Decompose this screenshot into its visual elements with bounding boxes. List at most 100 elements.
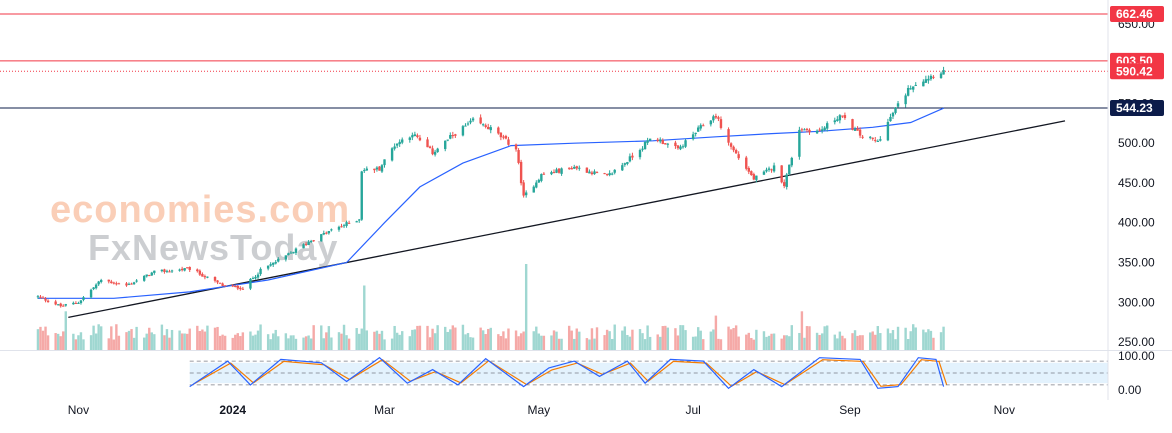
candle-body: [148, 275, 151, 277]
volume-bar: [153, 334, 156, 350]
candle-body: [213, 276, 217, 281]
volume-bar: [932, 337, 935, 350]
volume-bar: [413, 329, 417, 350]
volume-bar: [684, 330, 687, 350]
volume-bar: [517, 336, 520, 350]
volume-bar: [426, 325, 429, 350]
candle-body: [502, 136, 505, 138]
candle-body: [150, 272, 153, 276]
candle-body: [94, 284, 98, 289]
volume-bar: [507, 328, 510, 350]
candle-body: [752, 174, 756, 180]
candle-body: [259, 268, 262, 275]
candle-body: [160, 269, 164, 272]
volume-bar: [373, 331, 376, 350]
y-tick-label: 300.00: [1118, 295, 1155, 309]
candle-body: [631, 155, 634, 158]
volume-bar: [44, 326, 47, 350]
x-tick-label: Nov: [68, 403, 89, 417]
volume-bar: [292, 335, 295, 350]
volume-bar: [727, 326, 730, 350]
volume-bar: [408, 336, 412, 350]
candle-body: [702, 125, 705, 127]
watermark-economies: economies.com: [50, 189, 350, 231]
candle-body: [499, 132, 503, 138]
volume-bar: [274, 329, 277, 350]
y-tick-label: 400.00: [1118, 216, 1155, 230]
candle-body: [89, 289, 93, 298]
volume-bar: [110, 326, 113, 350]
volume-bar: [628, 336, 632, 350]
volume-bar: [550, 335, 553, 350]
price-level-lines[interactable]: [0, 13, 1108, 109]
candle-body: [469, 120, 472, 123]
candle-body: [145, 274, 148, 277]
volume-bar: [497, 334, 500, 350]
candle-body: [312, 240, 315, 242]
x-tick-label: 2024: [219, 403, 246, 417]
volume-bar: [613, 324, 616, 350]
candle-body: [593, 171, 596, 175]
ma-line: [37, 107, 944, 299]
candle-body: [785, 174, 788, 187]
volume-bar: [567, 325, 571, 350]
volume-bar: [691, 336, 695, 350]
stochastic-panel: [0, 350, 1172, 390]
candle-body: [666, 143, 670, 145]
candle-body: [254, 276, 257, 279]
volume-bar: [631, 329, 634, 350]
candle-body: [79, 300, 83, 304]
volume-bar: [206, 325, 209, 350]
volume-bar: [876, 326, 879, 350]
candle-body: [805, 128, 809, 131]
candle-body: [542, 173, 546, 175]
candle-body: [112, 282, 116, 284]
volume-bar: [595, 327, 599, 350]
candle-body: [471, 118, 475, 121]
volume-bar: [160, 324, 164, 350]
volume-bar: [165, 329, 169, 350]
volume-bar: [320, 325, 323, 350]
volume-bar: [914, 327, 917, 350]
volume-bar: [239, 336, 242, 350]
volume-bar: [330, 337, 333, 350]
candle-body: [408, 137, 412, 140]
volume-bar: [411, 329, 414, 350]
candle-body: [236, 285, 239, 289]
candle-body: [626, 162, 629, 164]
candle-body: [320, 234, 323, 242]
candle-body: [185, 267, 189, 269]
volume-bar: [820, 333, 824, 350]
volume-bar: [54, 333, 57, 350]
volume-bar: [307, 335, 310, 350]
candle-body: [436, 148, 439, 153]
volume-bar: [196, 325, 199, 350]
candle-body: [942, 70, 945, 75]
x-tick-label: Mar: [374, 403, 395, 417]
volume-bar: [74, 339, 78, 350]
candle-body: [363, 170, 366, 172]
volume-bar: [643, 339, 647, 350]
candle-body: [567, 167, 571, 169]
candle-body: [272, 262, 275, 265]
volume-bar: [325, 332, 328, 350]
candle-body: [393, 146, 396, 149]
volume-bar: [82, 339, 85, 350]
candle-body: [585, 167, 589, 173]
candle-body: [555, 169, 558, 173]
volume-bar: [826, 325, 829, 350]
volume-bar: [358, 333, 361, 350]
candle-body: [107, 279, 110, 282]
volume-bar: [504, 338, 508, 350]
volume-bar: [112, 339, 116, 350]
candle-body: [234, 285, 237, 287]
volume-bar: [593, 338, 596, 350]
candle-body: [46, 300, 50, 303]
candle-body: [289, 252, 293, 254]
candle-body: [72, 302, 75, 305]
candle-body: [431, 148, 434, 155]
volume-bar: [79, 332, 83, 350]
volume-bar: [203, 331, 207, 350]
